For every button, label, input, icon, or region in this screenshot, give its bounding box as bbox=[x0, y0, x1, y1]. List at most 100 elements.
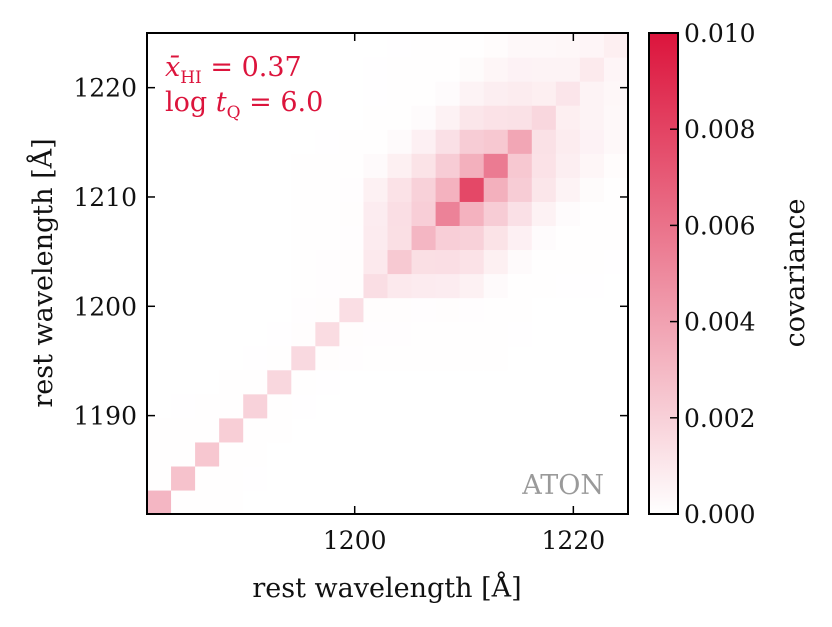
heatmap-cell-3-3 bbox=[219, 417, 244, 443]
heatmap-cell-17-4 bbox=[555, 393, 581, 419]
heatmap-cell-10-8 bbox=[387, 297, 413, 323]
heatmap-cell-18-7 bbox=[579, 321, 605, 347]
heatmap-cell-10-15 bbox=[387, 129, 413, 154]
heatmap-cell-14-0 bbox=[483, 489, 509, 514]
heatmap-cell-15-7 bbox=[507, 321, 533, 347]
heatmap-cell-17-5 bbox=[555, 369, 581, 395]
heatmap-cell-11-19 bbox=[411, 33, 437, 58]
heatmap-cell-0-10 bbox=[147, 249, 172, 275]
heatmap-cell-4-5 bbox=[243, 369, 268, 395]
heatmap-cell-3-10 bbox=[219, 249, 244, 275]
heatmap-cell-5-14 bbox=[267, 153, 292, 178]
simulation-label: ATON bbox=[521, 470, 604, 501]
heatmap-cell-18-14 bbox=[579, 153, 605, 178]
heatmap-cell-1-8 bbox=[171, 297, 196, 323]
heatmap-cell-13-17 bbox=[459, 81, 485, 106]
x-tick-label-1: 1220 bbox=[542, 526, 606, 555]
heatmap-cell-18-8 bbox=[579, 297, 605, 323]
heatmap-cell-19-7 bbox=[603, 321, 628, 347]
annotation-xhi-subscript: HI bbox=[180, 68, 202, 88]
heatmap-cell-9-2 bbox=[363, 441, 389, 467]
heatmap-cell-13-11 bbox=[459, 225, 485, 251]
heatmap-cell-5-9 bbox=[267, 273, 292, 299]
heatmap-cell-10-10 bbox=[387, 249, 413, 275]
heatmap-cell-4-15 bbox=[243, 129, 268, 154]
colorbar-tick-label-5: 0.010 bbox=[684, 19, 756, 48]
heatmap-cell-4-14 bbox=[243, 153, 268, 178]
heatmap-cell-9-7 bbox=[363, 321, 389, 347]
heatmap-cell-6-16 bbox=[291, 105, 316, 130]
heatmap-cell-12-17 bbox=[435, 81, 461, 106]
x-axis-ticks: 1200 1220 bbox=[323, 33, 605, 555]
heatmap-cell-15-8 bbox=[507, 297, 533, 323]
heatmap-cell-10-3 bbox=[387, 417, 413, 443]
heatmap-cell-1-1 bbox=[171, 465, 196, 491]
heatmap-cell-1-4 bbox=[171, 393, 196, 419]
heatmap-cell-18-13 bbox=[579, 177, 605, 202]
heatmap-cell-3-5 bbox=[219, 369, 244, 395]
heatmap-cell-3-8 bbox=[219, 297, 244, 323]
heatmap-cell-2-17 bbox=[195, 81, 220, 106]
heatmap-cell-8-16 bbox=[339, 105, 365, 130]
heatmap-cell-0-12 bbox=[147, 201, 172, 226]
heatmap-cell-18-5 bbox=[579, 369, 605, 395]
heatmap-cell-5-10 bbox=[267, 249, 292, 275]
heatmap-cell-9-13 bbox=[363, 177, 389, 202]
heatmap-cell-19-19 bbox=[603, 33, 628, 58]
heatmap-cell-2-4 bbox=[195, 393, 220, 419]
heatmap-cell-10-7 bbox=[387, 321, 413, 347]
heatmap-cell-2-3 bbox=[195, 417, 220, 443]
heatmap-cell-16-17 bbox=[531, 81, 557, 106]
heatmap-cell-17-1 bbox=[555, 465, 581, 491]
annotation-xhi-symbol: x̄ bbox=[165, 52, 180, 83]
heatmap-cell-1-0 bbox=[171, 489, 196, 514]
heatmap-cell-8-11 bbox=[339, 225, 365, 251]
heatmap-cell-2-19 bbox=[195, 33, 220, 58]
heatmap-cell-19-0 bbox=[603, 489, 628, 514]
heatmap-cell-13-1 bbox=[459, 465, 485, 491]
heatmap-cell-9-17 bbox=[363, 81, 389, 106]
heatmap-cell-3-4 bbox=[219, 393, 244, 419]
heatmap-cell-9-12 bbox=[363, 201, 389, 226]
heatmap-cell-19-3 bbox=[603, 417, 628, 443]
heatmap-cell-2-12 bbox=[195, 201, 220, 226]
heatmap-cell-6-3 bbox=[291, 417, 316, 443]
heatmap-cell-14-11 bbox=[483, 225, 509, 251]
heatmap-cell-10-17 bbox=[387, 81, 413, 106]
heatmap-cell-14-7 bbox=[483, 321, 509, 347]
heatmap-cell-12-18 bbox=[435, 57, 461, 82]
heatmap-cell-12-15 bbox=[435, 129, 461, 154]
heatmap-cell-1-11 bbox=[171, 225, 196, 251]
colorbar-frame bbox=[648, 32, 679, 515]
heatmap-cell-19-5 bbox=[603, 369, 628, 395]
heatmap-cell-10-14 bbox=[387, 153, 413, 178]
heatmap-cell-10-9 bbox=[387, 273, 413, 299]
heatmap-cell-12-3 bbox=[435, 417, 461, 443]
heatmap-cell-5-19 bbox=[267, 33, 292, 58]
heatmap-cell-2-9 bbox=[195, 273, 220, 299]
heatmap-cell-5-18 bbox=[267, 57, 292, 82]
heatmap-cell-14-19 bbox=[483, 33, 509, 58]
heatmap-cell-8-18 bbox=[339, 57, 365, 82]
heatmap-cell-1-6 bbox=[171, 345, 196, 371]
heatmap-cell-11-17 bbox=[411, 81, 437, 106]
heatmap-cell-4-2 bbox=[243, 441, 268, 467]
heatmap-cell-13-6 bbox=[459, 345, 485, 371]
heatmap-cell-5-1 bbox=[267, 465, 292, 491]
heatmap-cell-18-6 bbox=[579, 345, 605, 371]
heatmap-cell-8-13 bbox=[339, 177, 365, 202]
heatmap-cell-0-3 bbox=[147, 417, 172, 443]
heatmap-cell-14-13 bbox=[483, 177, 509, 202]
heatmap-cell-0-13 bbox=[147, 177, 172, 202]
heatmap-cell-10-1 bbox=[387, 465, 413, 491]
heatmap-cell-2-6 bbox=[195, 345, 220, 371]
heatmap-cell-11-16 bbox=[411, 105, 437, 130]
heatmap-cell-10-0 bbox=[387, 489, 413, 514]
heatmap-cell-3-16 bbox=[219, 105, 244, 130]
heatmap-cell-7-3 bbox=[315, 417, 340, 443]
heatmap-cell-5-2 bbox=[267, 441, 292, 467]
heatmap-cell-3-18 bbox=[219, 57, 244, 82]
heatmap-cell-14-6 bbox=[483, 345, 509, 371]
heatmap-cell-16-1 bbox=[531, 465, 557, 491]
heatmap-cell-0-4 bbox=[147, 393, 172, 419]
